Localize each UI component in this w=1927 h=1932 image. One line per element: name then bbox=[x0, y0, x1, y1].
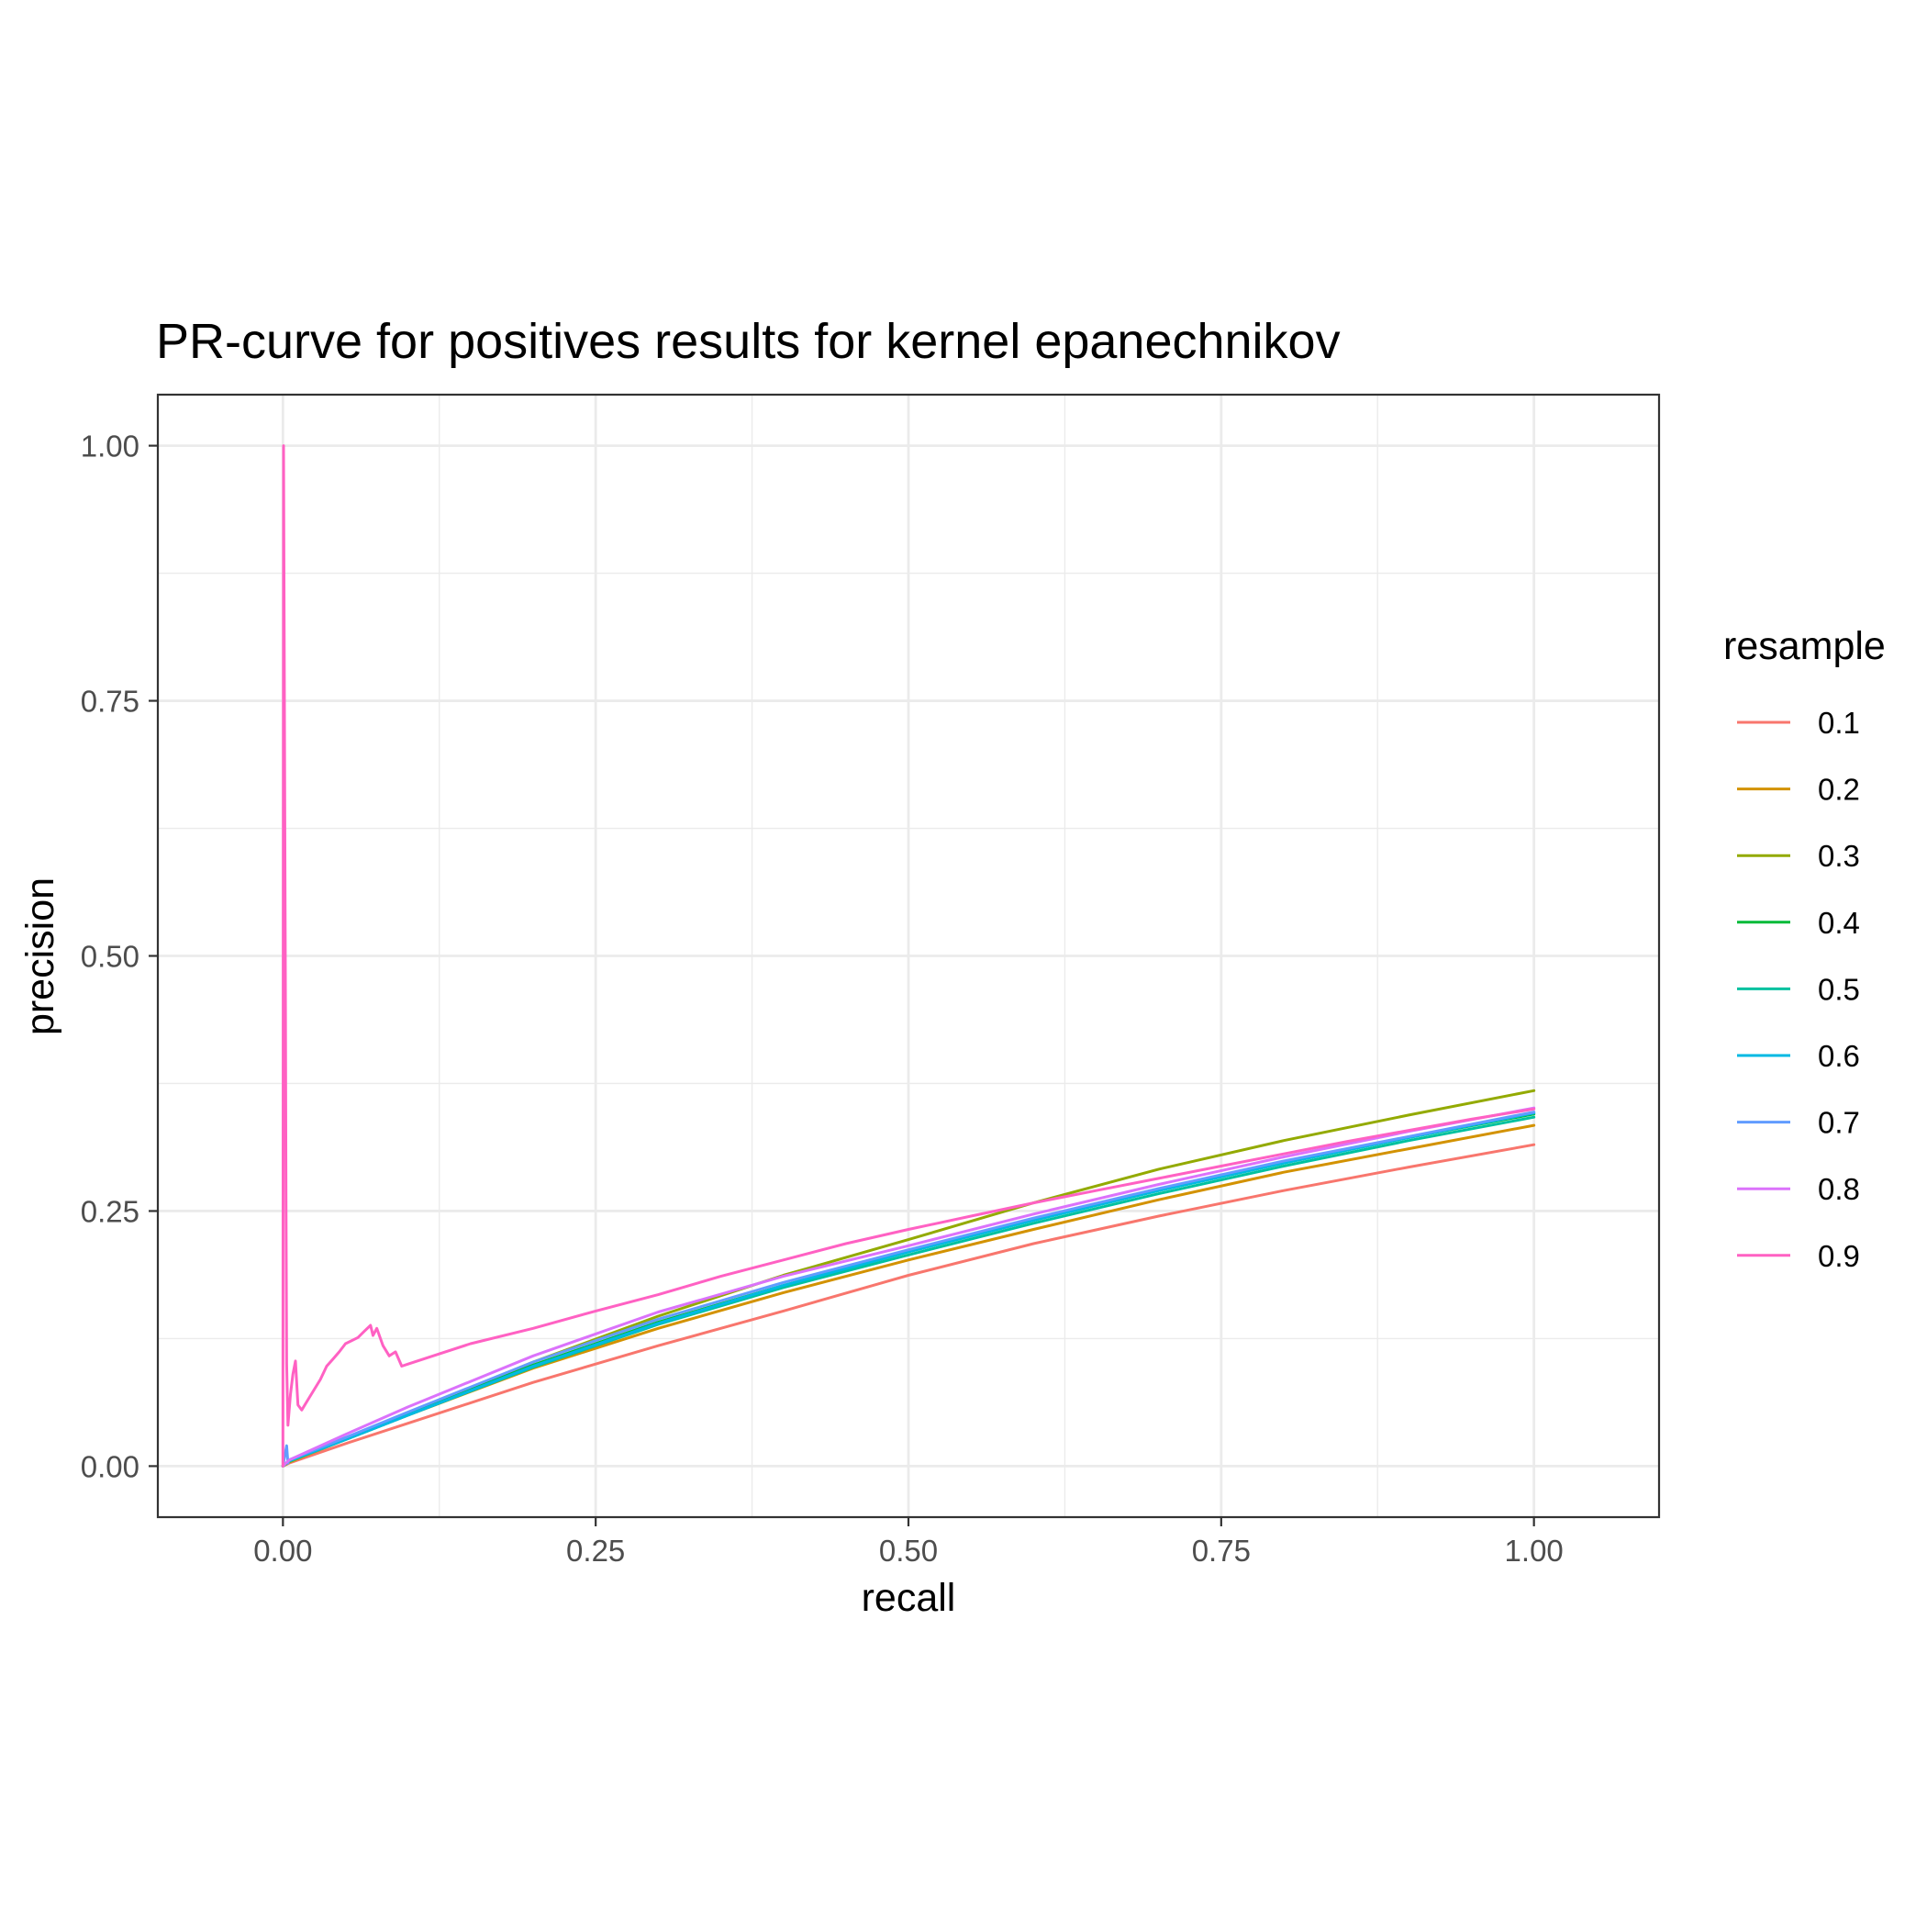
legend-label: 0.3 bbox=[1818, 839, 1860, 873]
x-tick-label: 0.50 bbox=[879, 1534, 938, 1568]
legend: resample 0.1 0.2 0.3 0.4 0.5 0.6 0.7 0.8 0.9 bbox=[1723, 624, 1886, 1273]
legend-label: 0.5 bbox=[1818, 972, 1860, 1006]
chart-title: PR-curve for positives results for kerne… bbox=[156, 314, 1341, 369]
series-line-0-6 bbox=[281, 1111, 1536, 1468]
series-line-0-8 bbox=[281, 1106, 1536, 1468]
legend-label: 0.4 bbox=[1818, 906, 1860, 940]
legend-label: 0.9 bbox=[1818, 1239, 1860, 1273]
y-tick-label: 0.75 bbox=[81, 685, 139, 719]
series-lines bbox=[281, 444, 1536, 1468]
x-tick-label: 0.75 bbox=[1192, 1534, 1251, 1568]
legend-label: 0.7 bbox=[1818, 1106, 1860, 1140]
y-tick-label: 1.00 bbox=[81, 430, 139, 463]
legend-title: resample bbox=[1723, 624, 1886, 668]
legend-label: 0.8 bbox=[1818, 1172, 1860, 1206]
x-tick-label: 0.25 bbox=[566, 1534, 625, 1568]
grid-lines bbox=[158, 395, 1659, 1517]
axes: 0.00 0.25 0.50 0.75 1.00 0.00 0.25 0.50 0.75 1.00 bbox=[81, 430, 1564, 1568]
y-tick-label: 0.00 bbox=[81, 1449, 139, 1483]
series-line-0-1 bbox=[281, 1143, 1536, 1468]
x-tick-label: 0.00 bbox=[253, 1534, 312, 1568]
series-line-0-9 bbox=[281, 444, 1536, 1468]
y-tick-label: 0.25 bbox=[81, 1194, 139, 1228]
y-axis-title: precision bbox=[18, 877, 62, 1035]
y-tick-label: 0.50 bbox=[81, 940, 139, 974]
legend-label: 0.6 bbox=[1818, 1039, 1860, 1073]
legend-label: 0.2 bbox=[1818, 773, 1860, 807]
legend-label: 0.1 bbox=[1818, 706, 1860, 740]
x-axis-title: recall bbox=[862, 1576, 956, 1620]
x-tick-label: 1.00 bbox=[1505, 1534, 1564, 1568]
